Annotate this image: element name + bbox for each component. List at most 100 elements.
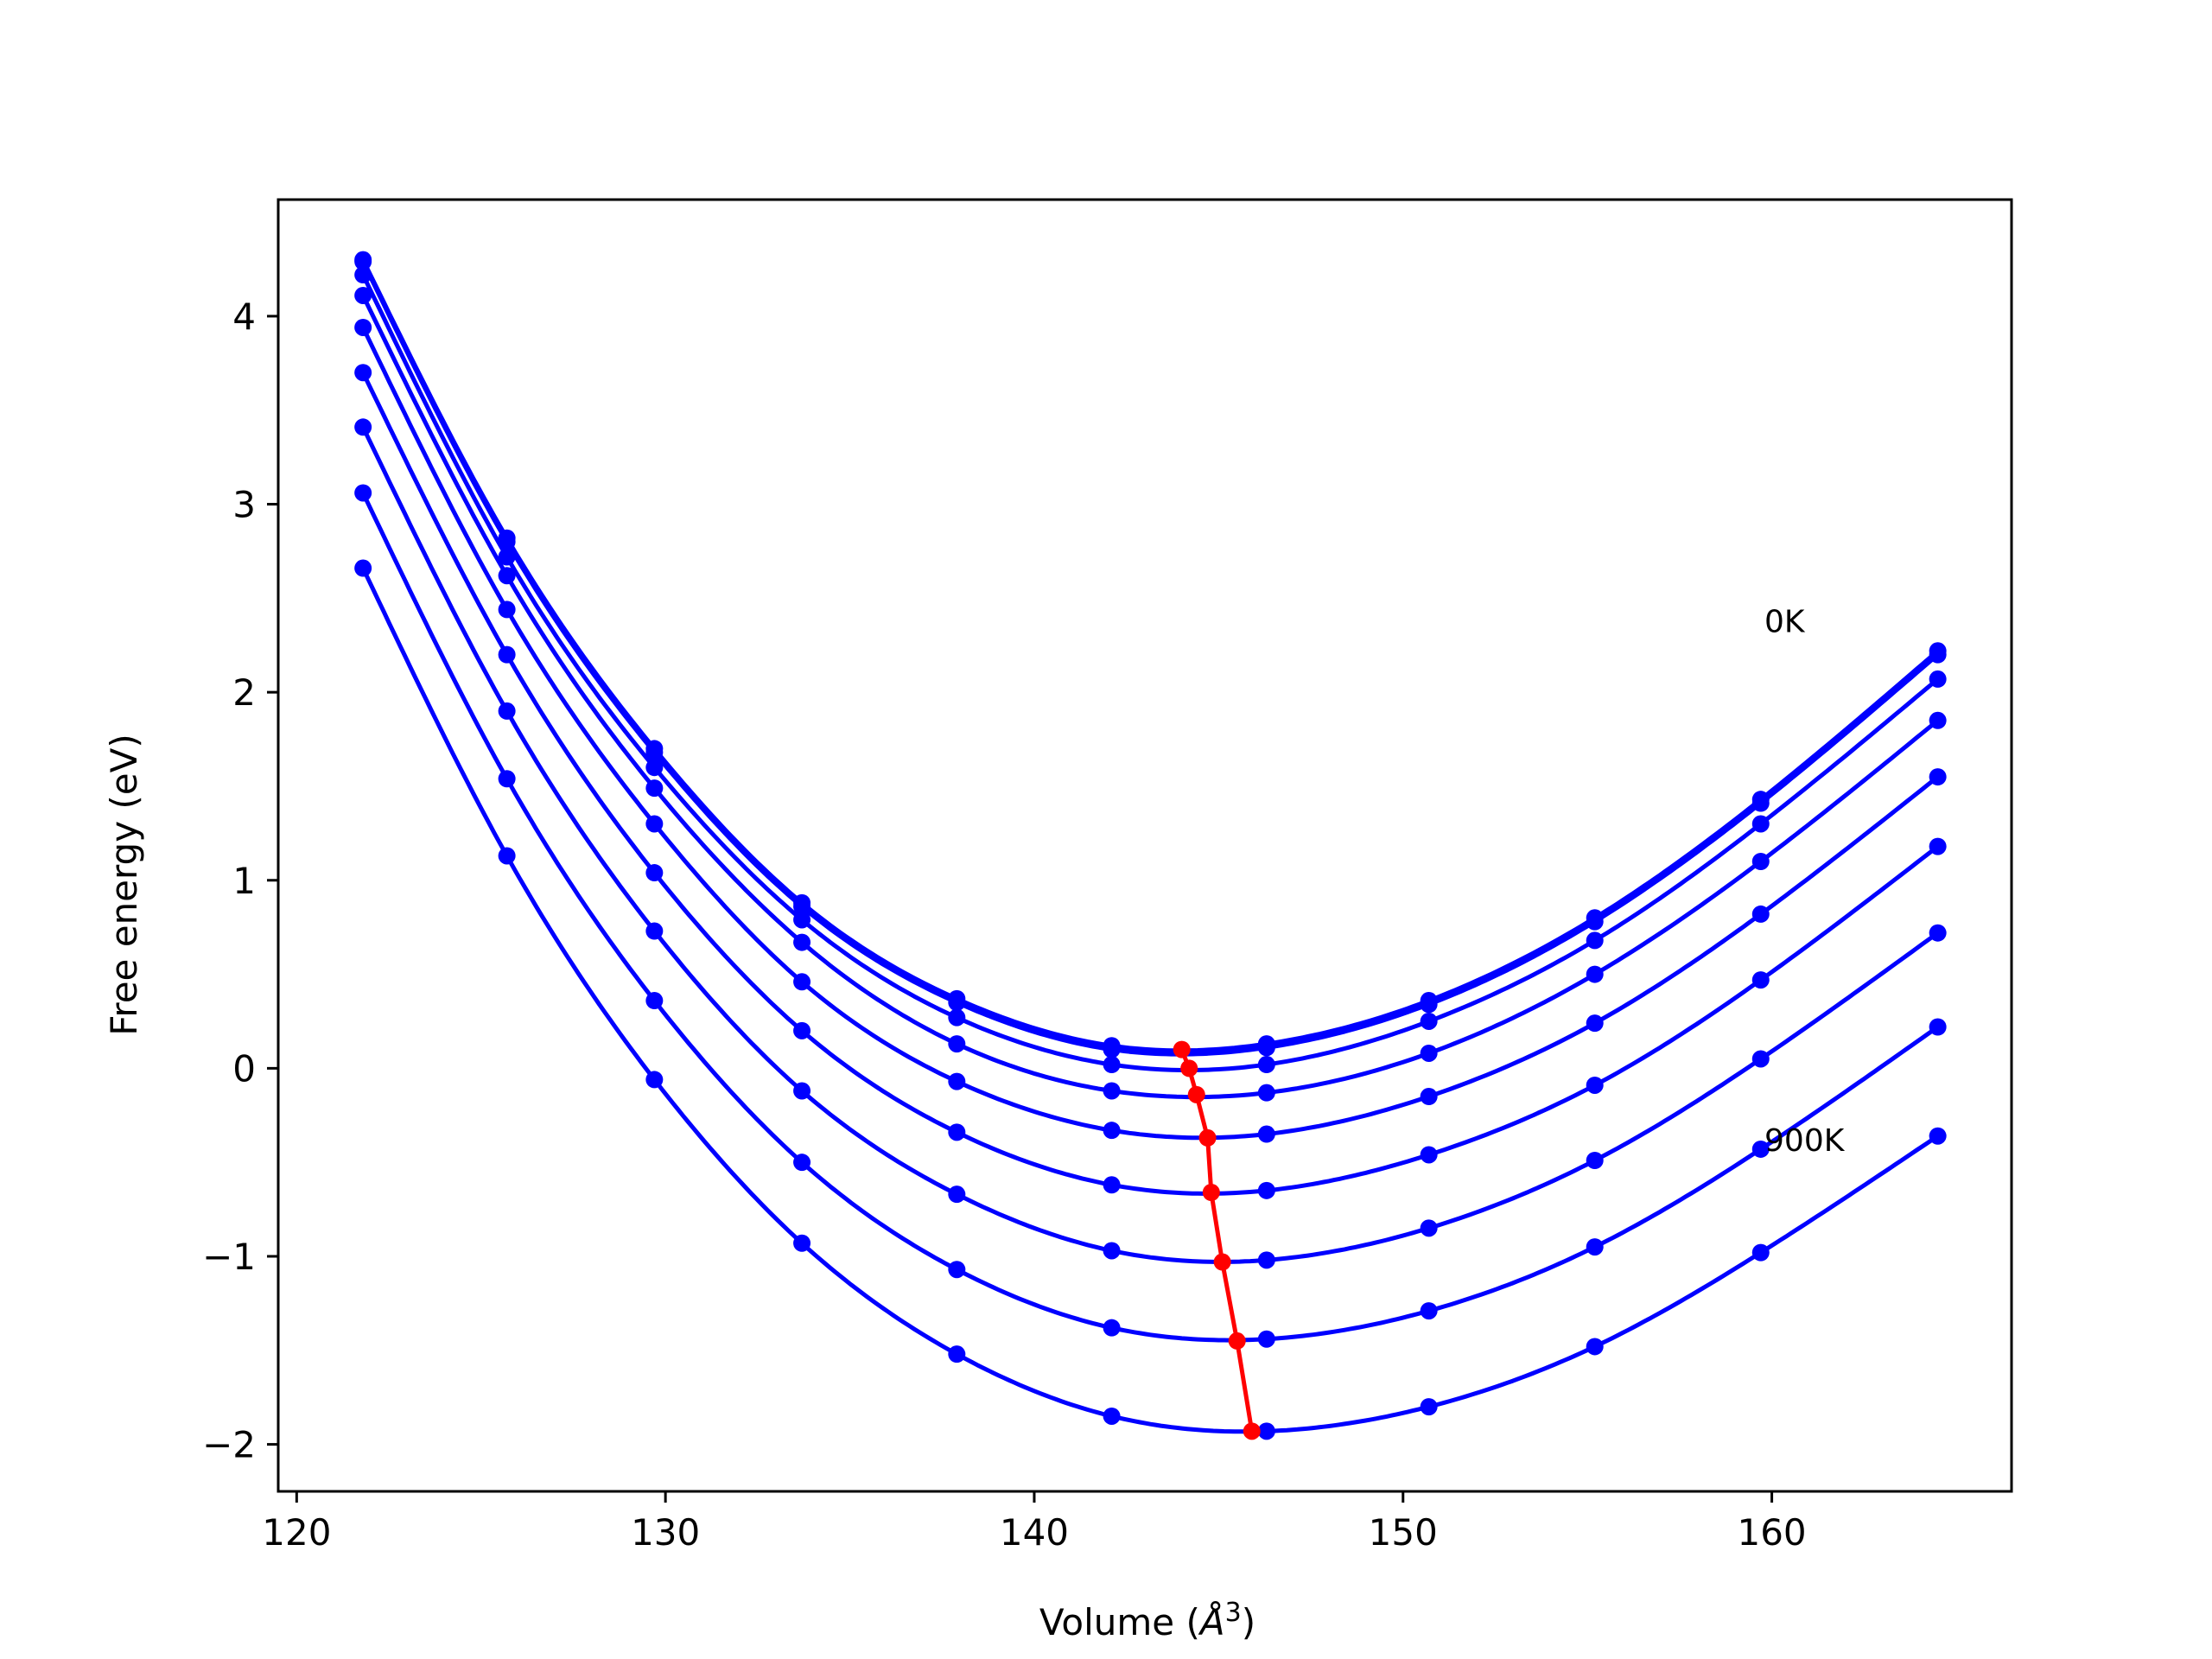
data-point: [948, 1261, 966, 1279]
series-line-6: [360, 426, 1940, 1264]
data-point: [1929, 670, 1947, 688]
data-point: [645, 922, 664, 940]
y-tick-label: 3: [232, 484, 256, 526]
data-point: [1586, 1238, 1604, 1256]
data-point: [498, 645, 516, 664]
data-point: [1929, 645, 1947, 664]
x-tick-label: 160: [1737, 1511, 1806, 1554]
data-point: [1751, 852, 1770, 870]
data-point: [948, 1345, 966, 1363]
x-tick-label: 130: [631, 1511, 700, 1554]
annotation-label: 0K: [1764, 605, 1806, 640]
data-point: [948, 994, 966, 1012]
minimum-point: [1202, 1183, 1220, 1201]
series-line-4: [360, 326, 1940, 1141]
data-point: [1751, 815, 1770, 833]
data-point: [1103, 1040, 1121, 1058]
data-point: [1586, 1338, 1604, 1356]
y-tick-label: 4: [232, 296, 256, 338]
data-point: [354, 286, 372, 304]
data-point: [645, 759, 664, 777]
data-point: [1751, 1243, 1770, 1262]
series-line-5: [360, 372, 1940, 1196]
data-point: [1257, 1125, 1275, 1143]
data-point: [1420, 1044, 1438, 1062]
plot-frame: [276, 198, 2013, 1493]
data-point: [1751, 794, 1770, 812]
annotation-label: 900K: [1764, 1123, 1846, 1159]
data-point: [1586, 1076, 1604, 1094]
x-tick-label: 140: [1000, 1511, 1069, 1554]
data-point: [1103, 1176, 1121, 1194]
y-axis-label: Free energy (eV): [103, 734, 145, 1036]
x-tick-label: 120: [262, 1511, 331, 1554]
data-point: [948, 1035, 966, 1053]
minimum-point: [1180, 1059, 1198, 1077]
data-point: [1929, 1127, 1947, 1145]
data-point: [1929, 837, 1947, 855]
data-point: [1420, 995, 1438, 1014]
data-point: [1751, 1050, 1770, 1068]
data-point: [948, 1123, 966, 1141]
data-point: [1929, 711, 1947, 729]
data-point: [354, 318, 372, 336]
data-point: [793, 911, 811, 929]
data-point: [498, 847, 516, 865]
data-point: [1586, 965, 1604, 983]
data-point: [498, 770, 516, 788]
data-points: [354, 251, 1947, 1440]
data-point: [1257, 1181, 1275, 1199]
data-point: [1586, 1014, 1604, 1033]
data-point: [1420, 1146, 1438, 1164]
data-point: [1929, 924, 1947, 942]
axis-labels: Volume (Å3) Free energy (eV): [103, 734, 1255, 1643]
minimum-point: [1173, 1040, 1191, 1058]
data-point: [793, 1154, 811, 1172]
free-energy-curves: [360, 258, 1940, 1434]
data-point: [645, 743, 664, 761]
data-point: [1257, 1251, 1275, 1269]
data-point: [354, 364, 372, 382]
data-point: [1103, 1082, 1121, 1100]
data-point: [793, 898, 811, 916]
y-tick-label: −1: [202, 1236, 256, 1278]
data-point: [1103, 1242, 1121, 1260]
data-point: [498, 548, 516, 566]
series-line-3: [360, 294, 1940, 1100]
data-point: [1257, 1084, 1275, 1102]
series-line-2: [360, 273, 1940, 1072]
data-point: [498, 601, 516, 619]
series-line-7: [360, 492, 1940, 1343]
data-point: [354, 559, 372, 577]
data-point: [1420, 1219, 1438, 1237]
minimum-point: [1198, 1128, 1217, 1147]
data-point: [793, 1234, 811, 1252]
minimum-point: [1213, 1253, 1231, 1271]
data-point: [498, 567, 516, 585]
annotations: 0K 900K: [1764, 605, 1846, 1160]
y-tick-label: 1: [232, 860, 256, 902]
data-point: [354, 266, 372, 284]
data-point: [1586, 912, 1604, 931]
minimum-path: [1173, 1040, 1261, 1440]
data-point: [793, 973, 811, 991]
series-line-1: [360, 260, 1940, 1057]
data-point: [793, 1021, 811, 1039]
data-point: [1751, 971, 1770, 989]
x-tick-label: 150: [1369, 1511, 1438, 1554]
data-point: [1420, 1302, 1438, 1320]
data-point: [793, 1082, 811, 1100]
minimum-point: [1228, 1332, 1246, 1350]
axes: 120 130 140 150 160 −2 −1 0 1 2 3 4: [202, 198, 2013, 1554]
minimum-point: [1243, 1422, 1261, 1440]
data-point: [1751, 905, 1770, 923]
data-point: [1257, 1330, 1275, 1348]
data-point: [498, 533, 516, 551]
data-point: [1257, 1039, 1275, 1057]
data-point: [1929, 768, 1947, 786]
data-point: [1257, 1056, 1275, 1074]
data-point: [1751, 1140, 1770, 1158]
data-point: [1420, 1012, 1438, 1030]
data-point: [1929, 1018, 1947, 1036]
